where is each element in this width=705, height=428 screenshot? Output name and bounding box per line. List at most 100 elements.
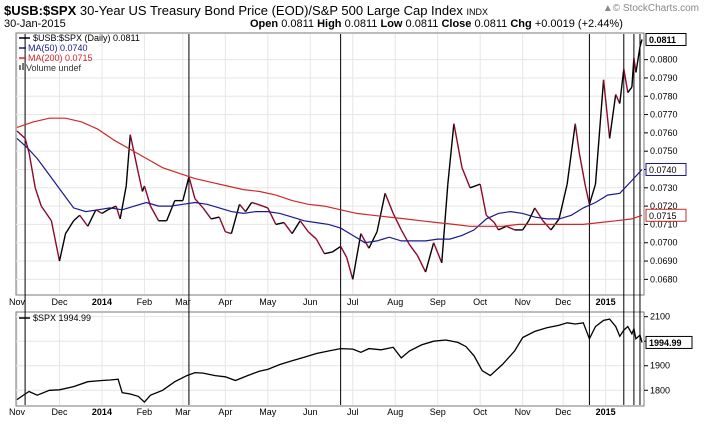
price-segment [16,130,26,139]
y-tick-label: 0.0760 [650,128,678,138]
brand-text: © StockCharts.com [612,3,699,14]
x-tick-label: Jun [303,297,318,307]
price-segment [633,57,637,73]
price-segment [416,255,427,273]
close-label: Close [441,18,472,30]
price-segment [340,246,348,258]
price-segment [485,214,495,224]
y-tick-label: 0.0780 [650,91,678,101]
price-segment [528,207,536,222]
symbol: $USB:$SPX [4,3,77,18]
price-segment [619,68,625,104]
x-tick-label: Nov [515,407,532,417]
price-segment [506,225,515,231]
price-segment [24,138,30,154]
price-segment [283,222,293,234]
x-tick-label: Dec [51,407,68,417]
price-segment [28,152,36,188]
price-segment [400,229,411,245]
value-tag-label: 0.0715 [649,211,677,221]
value-tag-box [645,208,687,222]
y-tick-label: 0.0800 [650,55,678,65]
price-segment [307,231,317,240]
price-segment [218,216,226,233]
price-segment [115,205,121,220]
open-label: Open [250,18,279,30]
x-tick-label: Sep [430,407,446,417]
price-segment [58,233,67,262]
price-segment [211,216,220,220]
price-segment [64,220,75,234]
brand[interactable]: ▲© StockCharts.com [603,3,699,14]
series-ma50 [16,137,643,244]
value-tag-label: 0.0811 [649,35,676,45]
price-segment [578,152,587,187]
x-tick-label: May [259,297,277,307]
price-segment [594,79,605,185]
legend-ma200: MA(200) 0.0715 [28,53,93,63]
price-segment [125,134,131,187]
price-segment [424,242,435,273]
price-segment [479,184,487,216]
price-segment [615,94,621,104]
price-segment [267,207,277,225]
price-segment [639,39,643,48]
y-tick-label: 0.0770 [650,110,678,120]
series-ma200 [16,117,643,227]
x-tick-label: Jul [347,297,359,307]
price-segment [79,214,89,227]
y-tick-label: 0.0790 [650,73,678,83]
y-tick-label: 0.0690 [650,256,678,266]
price-segment [202,207,212,220]
x-tick-label: Jul [347,407,359,417]
x-tick-label: Dec [555,407,572,417]
price-segment [627,86,633,94]
price-segment [50,220,61,262]
legend-volume: Volume undef [26,63,82,73]
y-tick-label: 0.0700 [650,238,678,248]
price-segment [299,220,309,233]
price-segment [384,193,394,214]
price-segment [558,183,568,220]
x-tick-label: Apr [218,407,232,417]
x-tick-label: Feb [137,407,153,417]
price-segment [230,204,241,234]
exchange: INDX [466,7,488,17]
x-tick-label: Oct [473,407,488,417]
x-tick-label: Aug [387,407,403,417]
price-segment [275,221,285,226]
high-value: 0.0811 [344,18,378,30]
price-segment [182,176,190,201]
price-segment [360,233,370,249]
price-segment [244,202,253,212]
price-segment [447,123,455,185]
price-segment [346,257,354,280]
price-segment [453,123,463,168]
price-segment [522,220,530,231]
x-tick-label: 2014 [92,297,112,307]
chart-title: $USB:$SPX 30-Year US Treasury Bond Price… [4,3,488,18]
legend-ma50: MA(50) 0.0740 [28,43,88,53]
value-tag-label: 0.0740 [649,165,677,175]
legend-spx: $SPX 1994.99 [33,313,91,323]
x-tick-label: Apr [218,297,232,307]
price-segment [129,134,140,174]
price-segment [584,185,591,205]
price-segment [602,79,611,139]
price-segment [332,245,342,253]
series-spx [16,318,643,404]
y-tick-label: 2100 [650,312,670,322]
x-tick-label: Oct [473,297,488,307]
legend: $USB:$SPX (Daily) 0.0811 MA(50) 0.0740 M… [19,33,140,73]
value-tag-box [645,335,693,349]
value-tag-box [645,32,687,46]
description: 30-Year US Treasury Bond Price (EOD)/S&P… [79,3,463,18]
x-tick-label: May [259,407,277,417]
price-segment [433,242,443,264]
price-segment [87,209,97,227]
price-segment [574,123,580,154]
close-value: 0.0811 [474,18,508,30]
y-tick-label: 1900 [650,361,670,371]
x-tick-label: Mar [175,407,191,417]
value-tag-box [645,162,687,176]
